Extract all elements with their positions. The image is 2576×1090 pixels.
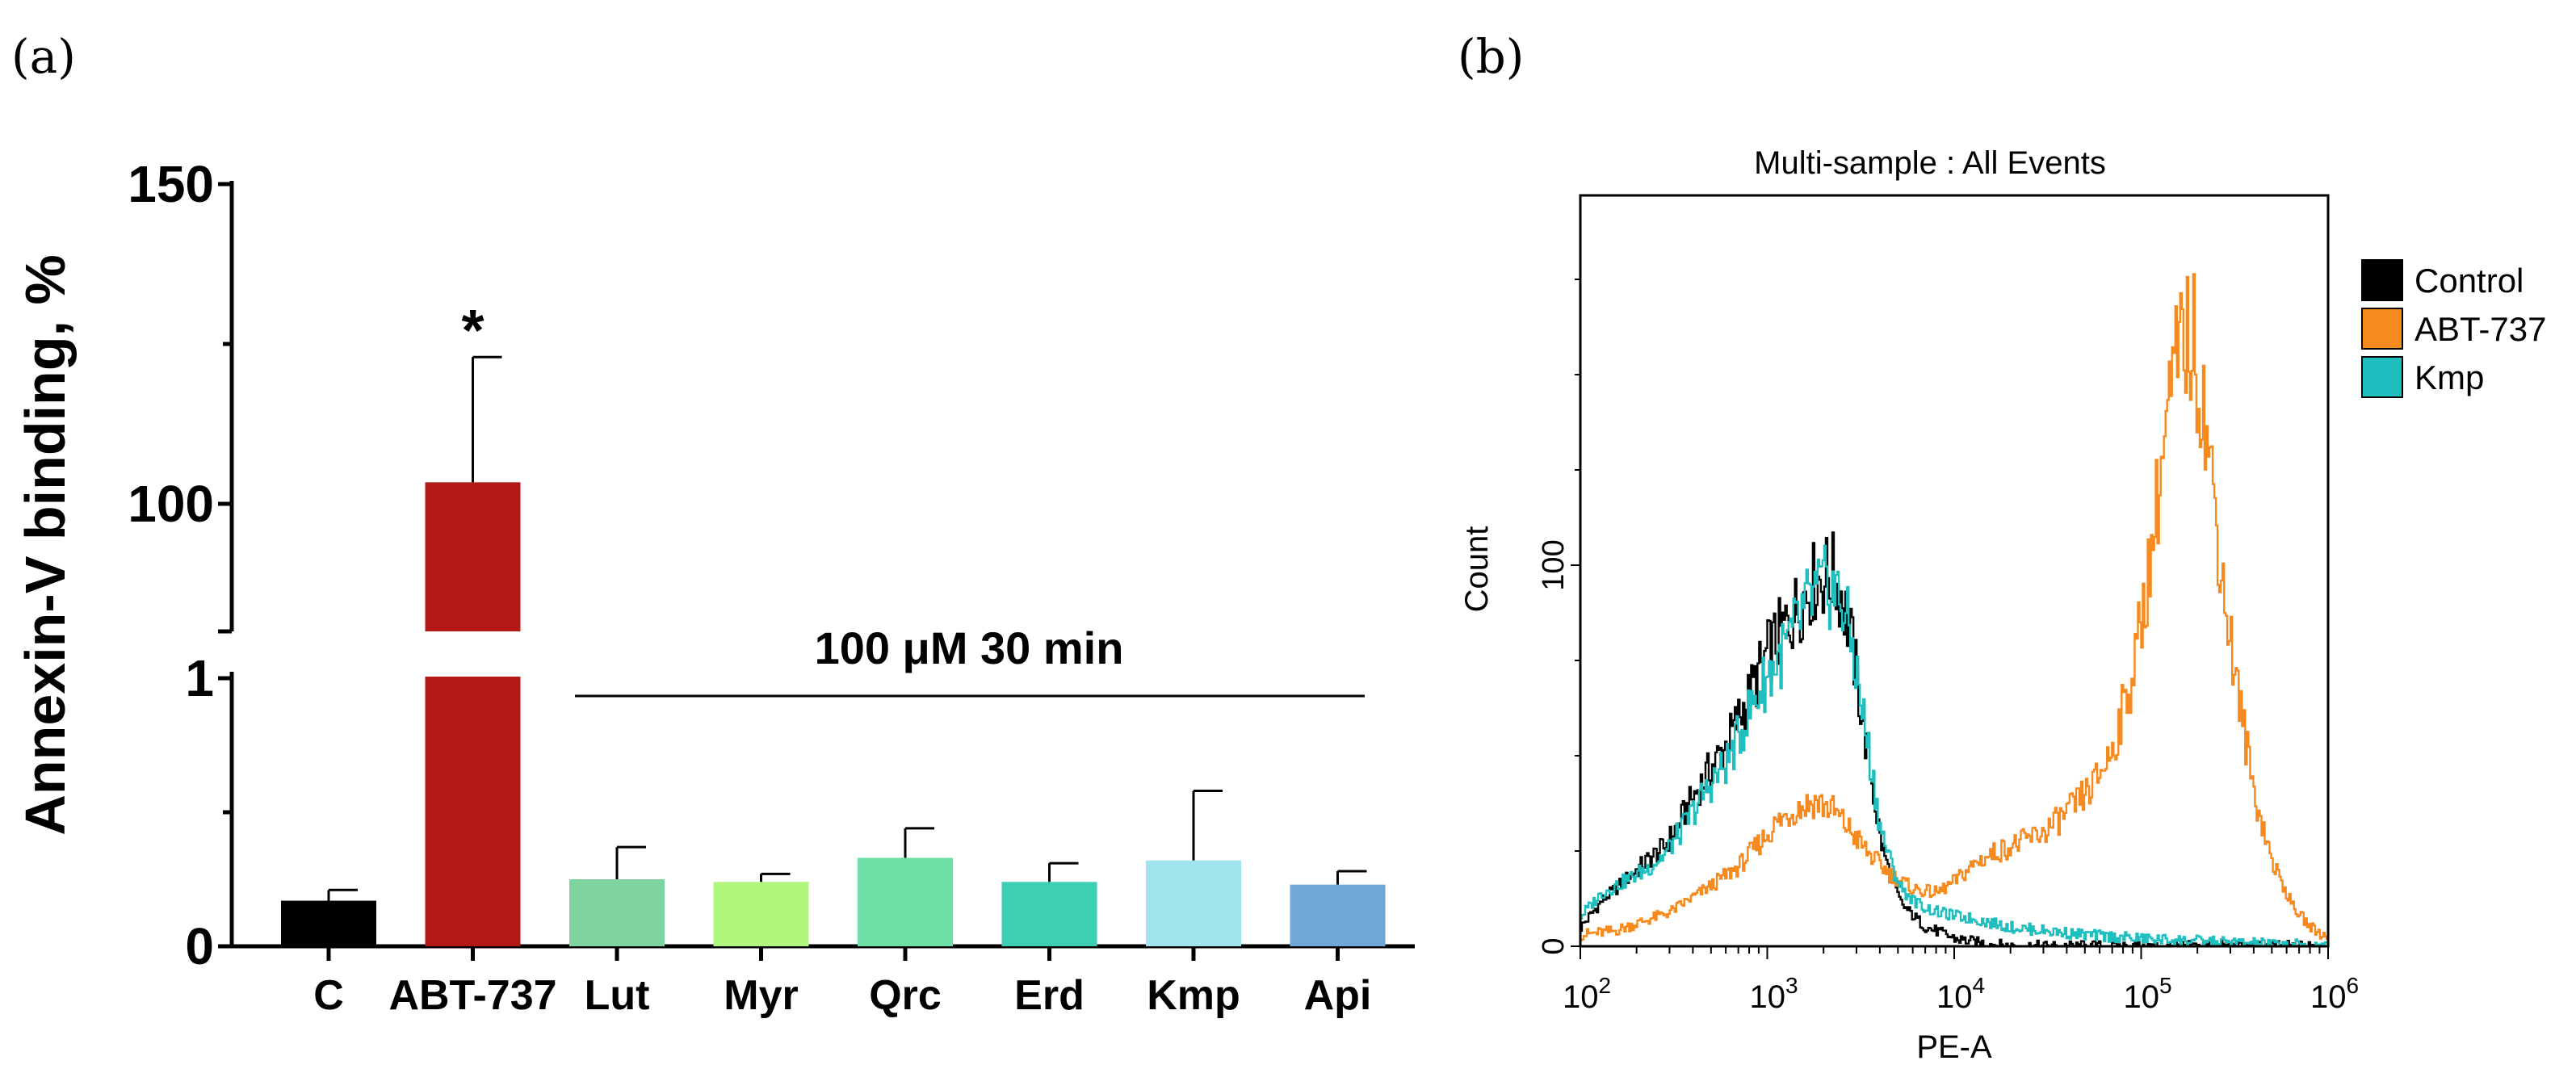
bar-myr [713,882,809,946]
x-tick-label-qrc: Qrc [869,972,942,1019]
x-tick-label-abt-737: ABT-737 [388,972,556,1019]
x-tick-label-erd: Erd [1014,972,1085,1019]
x-tick-label: 106 [2310,973,2359,1015]
series-control [1580,531,2328,946]
chart-title: Multi-sample : All Events [1754,145,2106,181]
y-tick-label-0: 0 [1537,937,1571,954]
error-bar-lut [615,845,646,879]
bar-c [281,900,376,946]
x-tick-label-myr: Myr [724,972,798,1019]
error-bar-kmp [1192,789,1223,861]
x-tick-label-c: C [313,972,344,1019]
y-tick-labels: 150 100 1 0 [128,155,214,975]
histogram-series [1580,273,2328,946]
axis-break-gap [420,631,525,677]
y-axis [218,181,234,949]
x-tick-label: 103 [1750,973,1798,1015]
error-bars [327,355,1367,901]
x-tick-label: 102 [1563,973,1611,1015]
error-bar-qrc [904,827,934,858]
series-kmp [1580,544,2328,946]
y-tick-label-100: 100 [1537,539,1571,590]
significance-star: * [461,299,484,363]
bar-abt-737 [425,482,521,946]
x-tick-label-kmp: Kmp [1147,972,1240,1019]
error-bar-c [327,888,358,901]
bar-chart: Annexin-V binding, % 150 100 1 0 C ABT-73… [14,155,1415,1019]
error-bar-erd [1048,862,1079,882]
error-bar-api [1336,870,1367,885]
y-tick-label-0: 0 [185,917,214,975]
plot-frame [1579,194,2330,948]
x-tick-labels: C ABT-737 Lut Myr Qrc Erd Kmp Api [313,972,1371,1019]
y-ticks [1571,279,1580,947]
bar-qrc [858,857,953,946]
legend-label-kmp: Kmp [2414,358,2484,396]
legend-label-control: Control [2414,262,2524,300]
x-tick-label: 104 [1936,973,1985,1015]
legend: Control ABT-737 Kmp [2361,259,2546,398]
treatment-annotation: 100 μM 30 min [815,623,1124,673]
panel-a-label: (a) [11,29,76,84]
x-tick-labels: 102 103 104 105 106 [1563,973,2359,1015]
y-tick-label-1: 1 [185,649,214,707]
bars [281,482,1386,946]
error-bar-myr [760,872,791,882]
y-tick-labels: 0 100 [1537,539,1571,954]
legend-swatch-kmp [2361,356,2403,398]
legend-label-abt-737: ABT-737 [2414,310,2546,348]
y-axis-label: Count [1459,526,1495,613]
x-tick-label: 105 [2124,973,2172,1015]
series-abt-737 [1580,273,2328,943]
x-axis-label: PE-A [1916,1029,1992,1065]
y-tick-label-100: 100 [128,475,214,533]
bar-lut [569,879,665,946]
x-ticks [326,946,1340,961]
histogram-chart: Multi-sample : All Events 0 100 Count 10… [1459,145,2546,1065]
x-tick-label-api: Api [1304,972,1372,1019]
y-tick-label-150: 150 [128,155,214,213]
bar-erd [1001,882,1097,946]
error-bar-abt-737 [472,355,502,483]
x-tick-label-lut: Lut [585,972,650,1019]
x-ticks [1580,946,2329,959]
panel-b-label: (b) [1458,29,1524,84]
legend-swatch-abt-737 [2361,308,2403,350]
bar-api [1290,884,1386,946]
legend-swatch-control [2361,259,2403,301]
bar-kmp [1146,860,1241,946]
y-axis-label: Annexin-V binding, % [14,254,77,835]
